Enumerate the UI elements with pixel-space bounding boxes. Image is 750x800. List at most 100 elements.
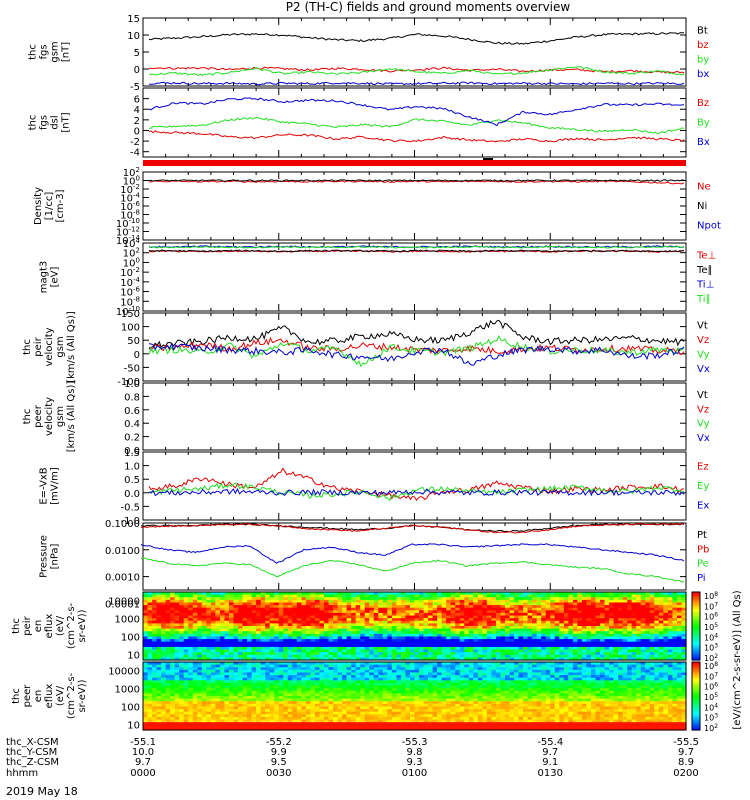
heatmap-cell bbox=[228, 657, 235, 661]
heatmap-cell bbox=[382, 654, 388, 658]
heatmap-cell bbox=[382, 631, 388, 635]
heatmap-cell bbox=[477, 633, 483, 638]
heatmap-cell bbox=[572, 641, 579, 645]
heatmap-cell bbox=[486, 605, 493, 609]
y-tick-label: 10-6 bbox=[120, 286, 140, 299]
heatmap-cell bbox=[310, 688, 316, 692]
heatmap-cell bbox=[278, 592, 284, 596]
heatmap-cell bbox=[609, 620, 615, 624]
heatmap-cell bbox=[183, 620, 189, 624]
heatmap-cell bbox=[165, 706, 171, 710]
heatmap-cell bbox=[170, 618, 176, 622]
heatmap-cell bbox=[667, 657, 674, 661]
heatmap-cell bbox=[640, 594, 646, 598]
heatmap-cell bbox=[441, 639, 447, 643]
heatmap-cell bbox=[446, 623, 452, 627]
heatmap-cell bbox=[233, 636, 239, 640]
heatmap-cell bbox=[550, 636, 556, 640]
heatmap-cell bbox=[247, 693, 253, 697]
heatmap-cell bbox=[333, 620, 339, 624]
heatmap-cell bbox=[265, 592, 271, 596]
heatmap-cell bbox=[378, 599, 384, 604]
heatmap-cell bbox=[192, 649, 198, 653]
heatmap-cell bbox=[364, 641, 370, 645]
heatmap-cell bbox=[251, 605, 257, 609]
heatmap-cell bbox=[464, 654, 470, 658]
heatmap-cell bbox=[287, 709, 293, 713]
heatmap-cell bbox=[143, 682, 149, 687]
heatmap-cell bbox=[523, 628, 529, 632]
heatmap-cell bbox=[247, 620, 253, 624]
heatmap-cell bbox=[387, 649, 393, 653]
heatmap-cell bbox=[600, 646, 606, 651]
heatmap-cell bbox=[514, 623, 520, 627]
heatmap-cell bbox=[387, 623, 393, 627]
heatmap-cell bbox=[595, 607, 601, 611]
heatmap-cell bbox=[590, 592, 597, 596]
heatmap-cell bbox=[206, 667, 212, 671]
heatmap-cell bbox=[518, 607, 524, 611]
heatmap-cell bbox=[595, 639, 601, 643]
heatmap-cell bbox=[256, 615, 262, 619]
heatmap-cell bbox=[550, 620, 556, 624]
heatmap-cell bbox=[152, 607, 158, 611]
heatmap-cell bbox=[473, 626, 479, 630]
heatmap-cell bbox=[143, 724, 149, 728]
heatmap-cell bbox=[590, 607, 597, 611]
heatmap-cell bbox=[450, 626, 456, 630]
y-tick-label: -0.5 bbox=[120, 502, 140, 513]
heatmap-cell bbox=[649, 654, 655, 658]
heatmap-cell bbox=[192, 594, 198, 598]
heatmap-cell bbox=[283, 727, 289, 731]
heatmap-cell bbox=[346, 602, 352, 606]
heatmap-cell bbox=[292, 709, 298, 713]
legend-label: Ti⊥ bbox=[696, 279, 714, 290]
heatmap-cell bbox=[156, 623, 162, 627]
colorbar-cell bbox=[692, 639, 700, 642]
heatmap-cell bbox=[518, 626, 524, 630]
heatmap-cell bbox=[328, 657, 334, 661]
heatmap-cell bbox=[645, 626, 651, 630]
heatmap-cell bbox=[554, 605, 560, 609]
heatmap-cell bbox=[174, 662, 180, 666]
heatmap-cell bbox=[233, 654, 239, 658]
heatmap-cell bbox=[482, 623, 488, 627]
heatmap-cell bbox=[165, 698, 171, 702]
heatmap-cell bbox=[590, 628, 597, 632]
heatmap-cell bbox=[179, 677, 185, 681]
heatmap-cell bbox=[147, 711, 153, 715]
heatmap-cell bbox=[147, 675, 153, 679]
heatmap-cell bbox=[676, 592, 683, 596]
heatmap-cell bbox=[609, 652, 615, 656]
heatmap-cell bbox=[450, 628, 456, 632]
heatmap-cell bbox=[373, 599, 379, 604]
heatmap-cell bbox=[369, 646, 375, 651]
heatmap-cell bbox=[210, 706, 217, 710]
heatmap-cell bbox=[672, 612, 678, 617]
heatmap-cell bbox=[152, 592, 158, 596]
heatmap-cell bbox=[206, 646, 212, 651]
heatmap-cell bbox=[505, 607, 511, 611]
heatmap-cell bbox=[283, 626, 289, 630]
heatmap-cell bbox=[324, 682, 330, 687]
heatmap-cell bbox=[559, 633, 565, 638]
heatmap-cell bbox=[428, 618, 434, 622]
heatmap-cell bbox=[486, 628, 493, 632]
heatmap-cell bbox=[613, 618, 619, 622]
heatmap-cell bbox=[378, 623, 384, 627]
heatmap-cell bbox=[197, 649, 203, 653]
heatmap-cell bbox=[219, 612, 226, 617]
heatmap-cell bbox=[283, 680, 289, 684]
heatmap-cell bbox=[215, 628, 221, 632]
heatmap-cell bbox=[640, 610, 646, 614]
heatmap-cell bbox=[152, 722, 158, 726]
heatmap-cell bbox=[228, 633, 235, 638]
heatmap-cell bbox=[672, 592, 678, 596]
heatmap-cell bbox=[238, 636, 244, 640]
heatmap-cell bbox=[636, 597, 642, 601]
heatmap-cell bbox=[486, 644, 493, 648]
heatmap-cell bbox=[400, 633, 407, 638]
heatmap-cell bbox=[455, 631, 461, 635]
heatmap-cell bbox=[283, 612, 289, 617]
heatmap-cell bbox=[586, 607, 592, 611]
